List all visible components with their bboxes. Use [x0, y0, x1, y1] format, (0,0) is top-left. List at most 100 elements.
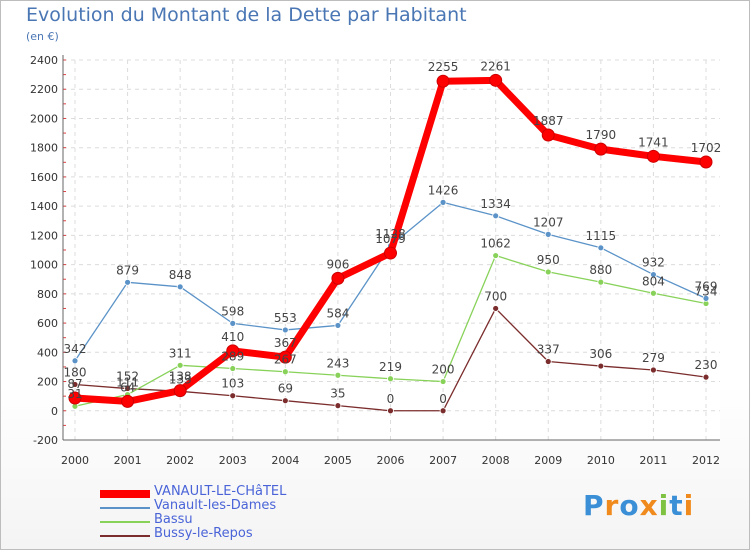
data-label: 31 [67, 387, 82, 401]
legend-label: VANAULT-LE-CHâTEL [154, 484, 287, 499]
y-tick-label: 1800 [30, 142, 58, 155]
data-point [331, 271, 345, 285]
data-label: 306 [589, 347, 612, 361]
data-point [71, 357, 79, 365]
data-point [229, 365, 237, 372]
data-label: 279 [642, 351, 665, 365]
y-tick-label: 200 [37, 376, 58, 389]
data-point [650, 271, 657, 278]
x-tick-label: 2000 [61, 454, 89, 467]
y-tick-label: 400 [37, 346, 58, 359]
x-tick-label: 2010 [587, 454, 615, 467]
data-point [278, 350, 292, 364]
data-point [229, 319, 237, 327]
data-point [650, 366, 657, 374]
legend-label: Vanault-les-Dames [154, 498, 277, 513]
data-label: 848 [169, 268, 192, 282]
data-point [387, 375, 394, 383]
data-point [334, 371, 342, 379]
data-label: 700 [484, 289, 507, 303]
data-point [541, 128, 555, 142]
x-tick-label: 2002 [166, 454, 194, 467]
data-point [226, 344, 240, 358]
data-label: 804 [642, 274, 665, 288]
data-label: 337 [537, 343, 560, 357]
data-label: 243 [326, 356, 349, 370]
data-label: 1426 [428, 183, 459, 197]
data-point [544, 230, 552, 238]
data-point [439, 198, 447, 206]
data-label: 950 [537, 253, 560, 267]
legend-label: Bassu [154, 512, 193, 527]
data-point [173, 384, 187, 398]
data-point [492, 212, 500, 220]
y-tick-label: 0 [51, 405, 58, 418]
data-point [281, 368, 289, 376]
data-label: 1741 [638, 135, 669, 149]
x-tick-label: 2004 [271, 454, 299, 467]
data-label: 1128 [375, 227, 406, 241]
data-point [334, 322, 342, 329]
data-point [699, 155, 713, 169]
data-label: 342 [64, 342, 87, 356]
data-label: 230 [695, 358, 718, 372]
data-label: 111 [116, 376, 139, 390]
data-label: 734 [695, 284, 718, 298]
data-point [229, 392, 237, 400]
data-label: 880 [589, 263, 612, 277]
legend-label: Bussy-le-Repos [154, 526, 253, 541]
y-tick-label: -200 [33, 434, 58, 447]
x-tick-label: 2001 [114, 454, 142, 467]
data-point [646, 149, 660, 163]
data-label: 219 [379, 360, 402, 374]
data-point [176, 361, 184, 369]
proxiti-logo: Proxiti [583, 489, 695, 522]
data-label: 553 [274, 311, 297, 325]
data-point [384, 246, 397, 260]
x-tick-label: 2009 [534, 454, 562, 467]
data-point [702, 373, 710, 381]
data-point [334, 402, 342, 410]
data-label: 1062 [480, 237, 511, 251]
data-label: 367 [274, 336, 297, 350]
legend-swatch [100, 490, 150, 498]
data-label: 1887 [533, 114, 564, 128]
data-point [71, 381, 79, 388]
data-label: 584 [326, 306, 349, 320]
data-point [387, 407, 394, 415]
data-point [124, 278, 131, 286]
data-label: 1334 [480, 197, 511, 211]
data-point [281, 326, 289, 334]
data-point [281, 397, 289, 405]
x-tick-label: 2003 [219, 454, 247, 467]
data-label: 69 [278, 382, 293, 396]
data-label: 289 [221, 350, 244, 364]
legend-swatch [100, 521, 150, 523]
y-tick-label: 2400 [30, 54, 58, 67]
data-point [650, 289, 657, 297]
data-point [544, 268, 552, 276]
x-tick-label: 2012 [692, 454, 720, 467]
chart-subtitle: (en €) [26, 30, 59, 43]
x-tick-label: 2005 [324, 454, 352, 467]
data-label: 932 [642, 256, 665, 270]
data-label: 152 [116, 370, 139, 384]
y-tick-label: 2000 [30, 112, 58, 125]
y-tick-label: 1600 [30, 171, 58, 184]
data-label: 311 [169, 346, 192, 360]
y-tick-label: 2200 [30, 83, 58, 96]
data-point [597, 362, 605, 370]
data-point [597, 244, 605, 252]
data-point [544, 358, 552, 365]
legend-swatch [100, 507, 150, 509]
data-label: 267 [274, 353, 297, 367]
x-tick-label: 2008 [482, 454, 510, 467]
data-label: 879 [116, 263, 139, 277]
x-tick-label: 2007 [429, 454, 457, 467]
data-point [176, 283, 184, 291]
data-label: 906 [326, 257, 349, 271]
data-label: 87 [67, 377, 82, 391]
y-tick-label: 800 [37, 288, 58, 301]
data-label: 138 [169, 370, 192, 384]
